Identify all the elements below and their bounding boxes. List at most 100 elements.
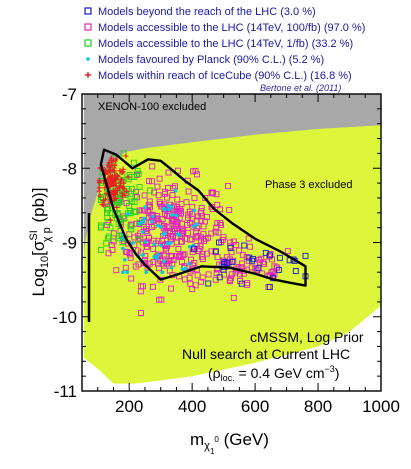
data-point bbox=[105, 206, 111, 213]
data-point bbox=[284, 248, 291, 255]
data-point bbox=[189, 210, 196, 217]
data-point bbox=[121, 270, 125, 275]
data-point bbox=[128, 226, 135, 233]
data-point bbox=[218, 222, 224, 228]
data-point bbox=[205, 271, 212, 278]
data-point bbox=[172, 183, 178, 190]
data-point bbox=[113, 156, 119, 162]
data-point bbox=[139, 283, 146, 290]
data-point bbox=[226, 207, 233, 213]
data-point bbox=[143, 240, 148, 244]
data-point bbox=[138, 207, 145, 214]
data-point bbox=[156, 175, 163, 182]
data-point bbox=[162, 207, 167, 212]
info-line-prior: cMSSM, Log Prior bbox=[250, 329, 364, 345]
data-point bbox=[122, 264, 129, 271]
axis-ticks: 200 400 600 800 1000 -11 -10 -9 -8 -7 bbox=[52, 85, 399, 416]
data-point bbox=[170, 212, 175, 217]
data-point bbox=[97, 194, 104, 200]
data-point bbox=[145, 214, 152, 221]
data-point bbox=[189, 249, 196, 256]
data-point bbox=[107, 167, 113, 173]
data-point bbox=[125, 174, 131, 180]
data-point bbox=[191, 224, 196, 229]
data-point bbox=[104, 214, 111, 221]
legend-marker-square-icon bbox=[84, 39, 92, 47]
data-point bbox=[169, 192, 176, 198]
data-point bbox=[198, 217, 205, 224]
data-point bbox=[128, 221, 135, 228]
data-point bbox=[187, 236, 194, 243]
data-point bbox=[108, 155, 114, 161]
data-point bbox=[120, 166, 126, 172]
data-point bbox=[132, 192, 139, 199]
data-point bbox=[214, 220, 221, 227]
data-point bbox=[154, 213, 161, 219]
data-point bbox=[111, 169, 117, 175]
data-point bbox=[205, 280, 212, 287]
data-point bbox=[145, 208, 152, 215]
data-point bbox=[135, 236, 142, 243]
legend: Models beyond the reach of the LHC (3.0 … bbox=[84, 6, 365, 82]
data-point bbox=[145, 201, 152, 208]
data-point bbox=[216, 274, 223, 281]
legend-marker-dot-icon bbox=[86, 57, 90, 61]
data-point bbox=[162, 259, 166, 264]
data-point bbox=[208, 189, 215, 196]
y-tick-label: -11 bbox=[54, 382, 77, 401]
data-point bbox=[109, 175, 115, 181]
data-point bbox=[180, 228, 187, 235]
data-point bbox=[117, 180, 123, 186]
legend-marker-plus-icon bbox=[85, 72, 91, 78]
data-point bbox=[121, 246, 125, 251]
data-point bbox=[135, 261, 142, 268]
data-point bbox=[185, 214, 191, 221]
data-point bbox=[142, 216, 147, 221]
data-point bbox=[233, 242, 240, 248]
x-tick-label: 200 bbox=[115, 397, 143, 416]
data-point bbox=[138, 310, 144, 316]
data-point bbox=[159, 215, 166, 222]
data-point bbox=[151, 189, 158, 196]
data-point bbox=[194, 272, 201, 279]
xenon-excluded-region bbox=[83, 94, 381, 258]
data-point bbox=[241, 242, 248, 249]
data-point bbox=[121, 237, 125, 241]
y-tick-label: -8 bbox=[62, 159, 77, 178]
data-point bbox=[199, 256, 206, 263]
data-point bbox=[100, 198, 106, 204]
data-point bbox=[174, 213, 179, 218]
data-point bbox=[250, 255, 256, 262]
data-point bbox=[105, 250, 112, 257]
data-point bbox=[149, 219, 154, 224]
data-point bbox=[156, 265, 162, 272]
data-point bbox=[238, 280, 245, 287]
data-point bbox=[192, 228, 199, 235]
data-point bbox=[115, 174, 121, 180]
data-point bbox=[255, 265, 262, 272]
data-point bbox=[189, 203, 196, 210]
data-point bbox=[97, 246, 104, 253]
data-point bbox=[126, 202, 133, 209]
data-point bbox=[266, 284, 273, 290]
data-point bbox=[217, 206, 224, 213]
data-point bbox=[248, 264, 255, 271]
data-point bbox=[275, 266, 282, 273]
data-point bbox=[268, 269, 275, 276]
data-point bbox=[228, 271, 235, 278]
data-point bbox=[187, 262, 191, 266]
legend-label: Models accessible to the LHC (14TeV, 1/f… bbox=[98, 38, 353, 50]
data-point bbox=[173, 189, 178, 193]
x-tick-label: 1000 bbox=[362, 397, 400, 416]
data-point bbox=[131, 241, 135, 245]
data-point bbox=[155, 223, 160, 228]
data-point bbox=[189, 286, 196, 293]
data-point bbox=[194, 171, 200, 178]
data-point bbox=[149, 163, 156, 170]
data-point bbox=[176, 206, 183, 213]
data-point bbox=[110, 182, 116, 187]
data-point bbox=[107, 224, 114, 231]
data-point bbox=[164, 224, 171, 231]
data-point bbox=[101, 202, 107, 208]
